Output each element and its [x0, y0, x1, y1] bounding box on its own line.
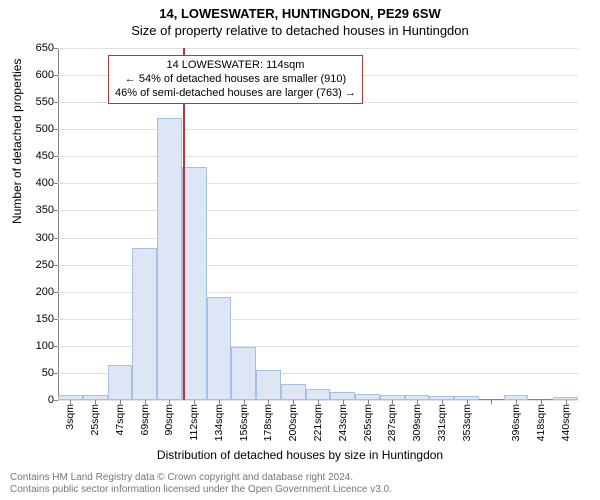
ytick-mark: [54, 373, 58, 374]
xtick-label: 156sqm: [238, 404, 250, 441]
ytick-mark: [54, 48, 58, 49]
gridline: [58, 210, 578, 211]
ytick-label: 400: [36, 177, 54, 189]
ytick-label: 0: [48, 394, 54, 406]
xtick-label: 309sqm: [411, 404, 423, 441]
histogram-bar: [132, 248, 157, 400]
ytick-label: 450: [36, 150, 54, 162]
annotation-line1: 14 LOWESWATER: 114sqm: [115, 59, 356, 73]
histogram-bar: [330, 392, 355, 400]
ytick-label: 50: [42, 367, 54, 379]
footer-attribution: Contains HM Land Registry data © Crown c…: [10, 472, 392, 496]
gridline: [58, 48, 578, 49]
gridline: [58, 183, 578, 184]
ytick-mark: [54, 183, 58, 184]
ytick-label: 200: [36, 286, 54, 298]
ytick-mark: [54, 210, 58, 211]
histogram-bar: [306, 389, 331, 400]
gridline: [58, 129, 578, 130]
ytick-label: 350: [36, 204, 54, 216]
ytick-label: 600: [36, 69, 54, 81]
ytick-label: 650: [36, 42, 54, 54]
ytick-mark: [54, 265, 58, 266]
chart-title-line1: 14, LOWESWATER, HUNTINGDON, PE29 6SW: [0, 0, 600, 21]
histogram-bar: [108, 365, 133, 400]
y-axis-line: [58, 48, 59, 400]
histogram-bar: [157, 118, 182, 400]
ytick-mark: [54, 319, 58, 320]
xtick-label: 418sqm: [535, 404, 547, 441]
x-axis-label: Distribution of detached houses by size …: [0, 448, 600, 462]
histogram-bar: [182, 167, 207, 400]
xtick-label: 90sqm: [163, 404, 175, 436]
ytick-mark: [54, 129, 58, 130]
ytick-label: 150: [36, 313, 54, 325]
histogram-bar: [256, 370, 281, 400]
ytick-label: 300: [36, 232, 54, 244]
annotation-box: 14 LOWESWATER: 114sqm ← 54% of detached …: [108, 55, 363, 104]
xtick-label: 221sqm: [312, 404, 324, 441]
histogram-bar: [281, 384, 306, 400]
footer-line2: Contains public sector information licen…: [10, 484, 392, 496]
ytick-label: 550: [36, 96, 54, 108]
xtick-label: 25sqm: [89, 404, 101, 436]
xtick-label: 243sqm: [337, 404, 349, 441]
ytick-label: 100: [36, 340, 54, 352]
annotation-line3: 46% of semi-detached houses are larger (…: [115, 87, 356, 101]
xtick-label: 440sqm: [560, 404, 572, 441]
xtick-label: 134sqm: [213, 404, 225, 441]
xtick-label: 3sqm: [64, 404, 76, 430]
xtick-mark: [491, 400, 492, 404]
chart-title-line2: Size of property relative to detached ho…: [0, 21, 600, 38]
ytick-mark: [54, 400, 58, 401]
xtick-label: 69sqm: [139, 404, 151, 436]
xtick-label: 200sqm: [287, 404, 299, 441]
xtick-label: 47sqm: [114, 404, 126, 436]
footer-line1: Contains HM Land Registry data © Crown c…: [10, 472, 392, 484]
xtick-label: 353sqm: [461, 404, 473, 441]
histogram-bar: [231, 347, 256, 400]
xtick-label: 265sqm: [362, 404, 374, 441]
ytick-mark: [54, 102, 58, 103]
ytick-mark: [54, 75, 58, 76]
annotation-line2: ← 54% of detached houses are smaller (91…: [115, 73, 356, 87]
xtick-label: 331sqm: [436, 404, 448, 441]
y-axis-label: Number of detached properties: [10, 59, 24, 224]
xtick-label: 287sqm: [386, 404, 398, 441]
ytick-mark: [54, 292, 58, 293]
ytick-label: 500: [36, 123, 54, 135]
gridline: [58, 156, 578, 157]
ytick-mark: [54, 238, 58, 239]
ytick-mark: [54, 156, 58, 157]
xtick-label: 178sqm: [262, 404, 274, 441]
xtick-label: 396sqm: [510, 404, 522, 441]
histogram-bar: [207, 297, 232, 400]
xtick-label: 112sqm: [188, 404, 200, 441]
gridline: [58, 238, 578, 239]
ytick-label: 250: [36, 259, 54, 271]
ytick-mark: [54, 346, 58, 347]
